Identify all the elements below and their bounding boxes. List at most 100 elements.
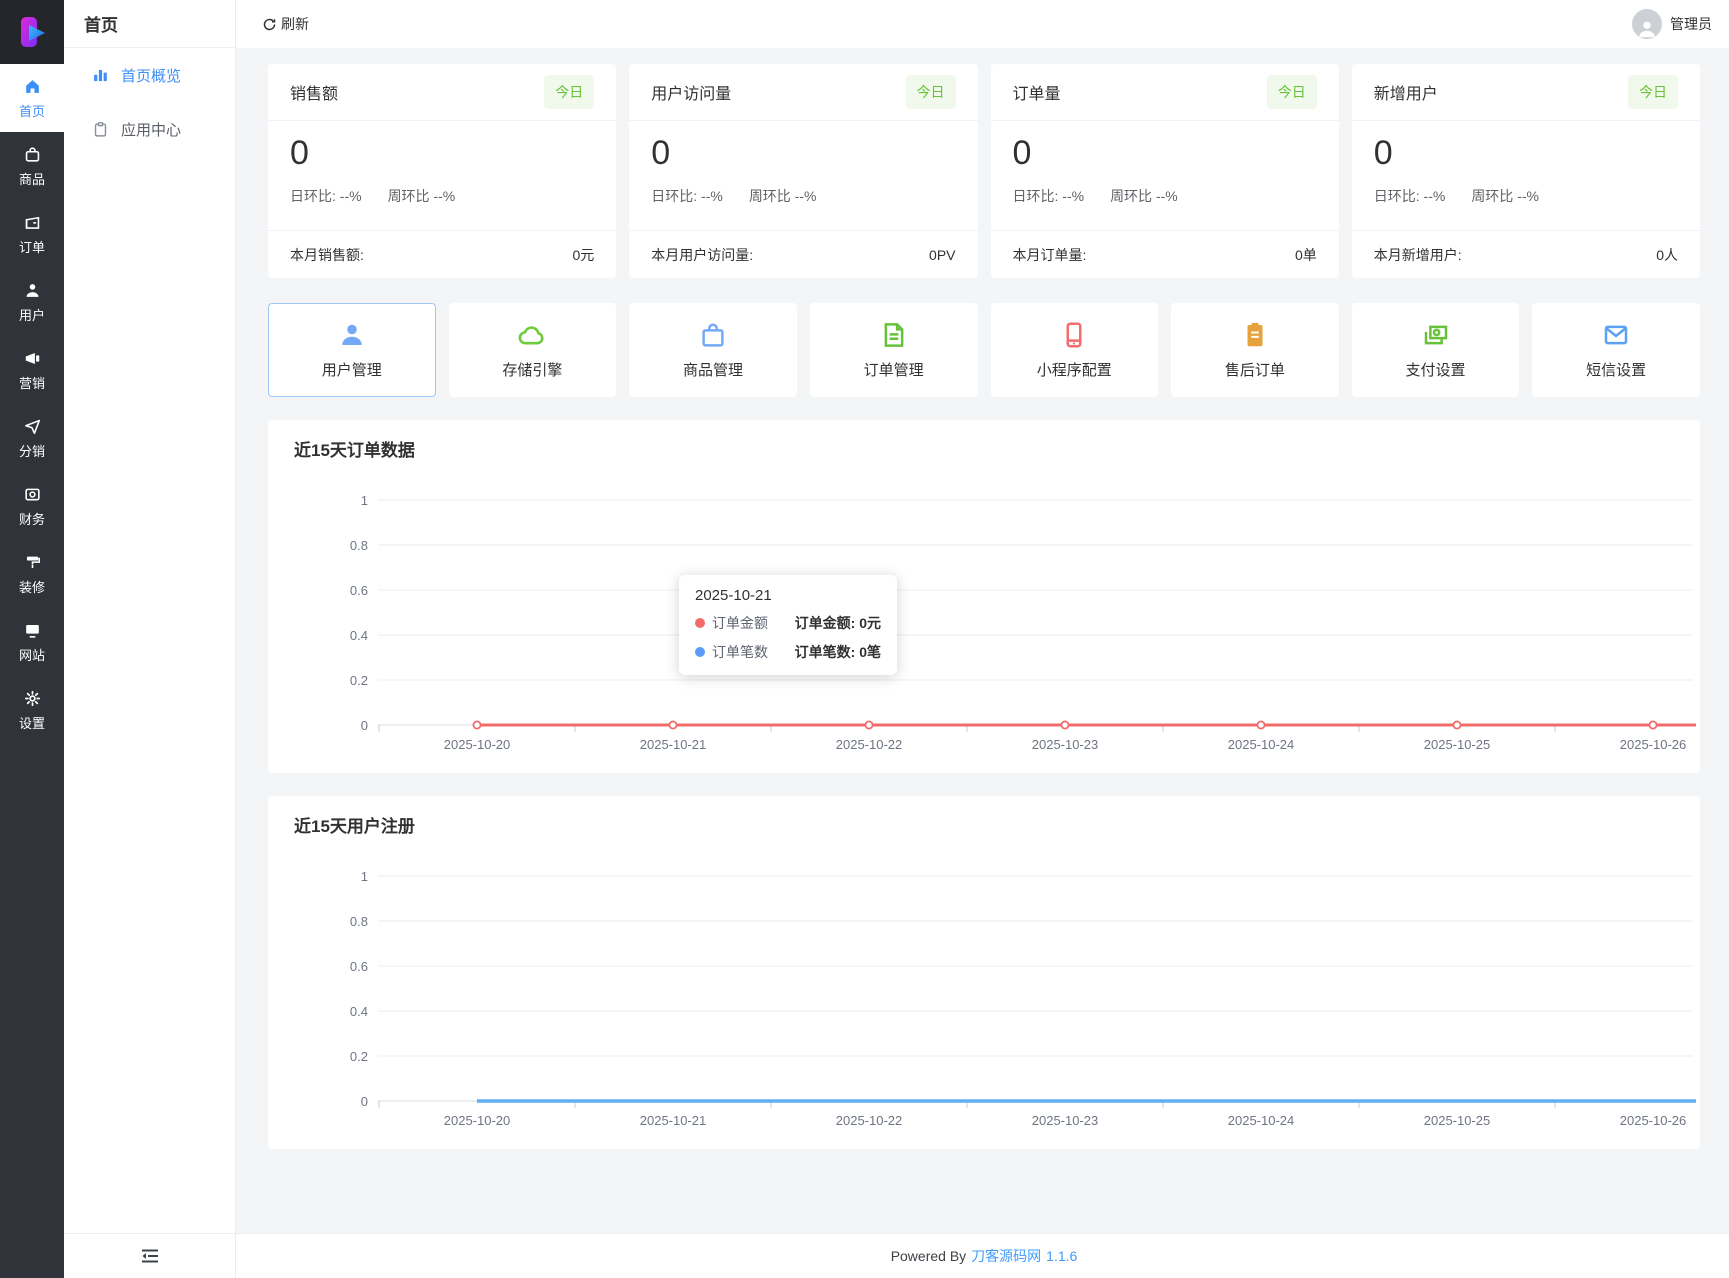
submenu-title: 首页 [64, 0, 235, 48]
rail-item-marketing[interactable]: 营销 [0, 336, 64, 404]
decoration-icon [26, 556, 40, 568]
rail-item-label: 用户 [18, 307, 45, 323]
brand-link[interactable]: 刀客源码网 [971, 1248, 1042, 1264]
month-value: 0元 [572, 246, 595, 263]
shortcut-miniprogram-config[interactable]: 小程序配置 [990, 303, 1159, 397]
rail-item-order[interactable]: 订单 [0, 200, 64, 268]
chart-tooltip: 2025-10-21 订单金额 订单金额: 0元 订单笔数 订单笔数: 0笔 [679, 575, 897, 675]
svg-text:0.2: 0.2 [350, 673, 368, 688]
day-ratio: 日环比: --% [1012, 188, 1085, 204]
chart-title: 近15天用户注册 [294, 817, 415, 836]
registrations-line-chart[interactable]: 1 0.8 0.6 0.4 0.2 0 2025-10-20 2025-10-2… [268, 845, 1700, 1145]
svg-text:2025-10-21: 2025-10-21 [640, 737, 707, 752]
app-center-icon [94, 121, 107, 137]
shortcut-goods-manage[interactable]: 商品管理 [629, 303, 797, 397]
today-badge: 今日 [544, 75, 595, 109]
rail-item-label: 分销 [18, 443, 45, 459]
stat-card-visits: 用户访问量 今日 0 日环比: --% 周环比 --% 本月用户访问量: 0PV [629, 64, 978, 278]
red-series-dot-icon [695, 618, 705, 628]
svg-text:2025-10-26: 2025-10-26 [1620, 737, 1687, 752]
today-badge: 今日 [905, 75, 956, 109]
svg-text:2025-10-23: 2025-10-23 [1032, 737, 1099, 752]
month-label: 本月新增用户: [1373, 246, 1462, 263]
shortcut-aftersale-orders[interactable]: 售后订单 [1171, 303, 1339, 397]
user-menu[interactable]: 管理员 [1632, 9, 1712, 39]
month-label: 本月订单量: [1012, 246, 1087, 263]
submenu-item-overview[interactable]: 首页概览 [64, 48, 235, 102]
refresh-label: 刷新 [281, 16, 309, 32]
order-doc-icon [884, 323, 904, 347]
shortcut-label: 售后订单 [1224, 362, 1285, 379]
svg-text:2025-10-21: 2025-10-21 [640, 1113, 707, 1128]
stat-value: 0 [1373, 134, 1393, 172]
rail-item-label: 财务 [18, 511, 45, 527]
rail-item-home[interactable]: 首页 [0, 64, 64, 132]
rail-item-website[interactable]: 网站 [0, 608, 64, 676]
rail-item-goods[interactable]: 商品 [0, 132, 64, 200]
svg-text:0.2: 0.2 [350, 1049, 368, 1064]
svg-text:0.6: 0.6 [350, 583, 368, 598]
rail-item-user[interactable]: 用户 [0, 268, 64, 336]
shortcut-label: 短信设置 [1586, 362, 1647, 379]
tooltip-date: 2025-10-21 [695, 587, 772, 604]
submenu-item-label: 应用中心 [121, 121, 182, 139]
x-axis-labels: 2025-10-20 2025-10-21 2025-10-22 2025-10… [444, 737, 1687, 752]
orders-line-chart[interactable]: 1 0.8 0.6 0.4 0.2 0 2025-10-20 2025-10-2… [268, 469, 1700, 769]
rail-item-decoration[interactable]: 装修 [0, 540, 64, 608]
x-axis-labels: 2025-10-20 2025-10-21 2025-10-22 2025-10… [444, 1113, 1687, 1128]
stat-title: 新增用户 [1373, 86, 1438, 103]
avatar [1632, 9, 1662, 39]
shortcut-user-manage[interactable]: 用户管理 [268, 303, 436, 397]
svg-text:0.8: 0.8 [350, 914, 368, 929]
svg-text:0: 0 [361, 718, 368, 733]
blue-series-dot-icon [695, 647, 705, 657]
today-badge: 今日 [1266, 75, 1317, 109]
month-label: 本月用户访问量: [651, 246, 754, 263]
svg-text:2025-10-20: 2025-10-20 [444, 1113, 511, 1128]
shortcut-payment-settings[interactable]: 支付设置 [1351, 303, 1520, 397]
svg-text:1: 1 [361, 869, 368, 884]
tooltip-series-value: 订单笔数: 0笔 [794, 644, 881, 660]
dashboard-content: 销售额 今日 0 日环比: --% 周环比 --% 本月销售额: 0元 [236, 48, 1729, 1233]
stat-value: 0 [290, 134, 309, 172]
tooltip-series-name: 订单金额 [712, 615, 768, 631]
collapse-sidebar-button[interactable] [64, 1233, 235, 1278]
svg-text:2025-10-25: 2025-10-25 [1424, 1113, 1491, 1128]
shortcut-label: 支付设置 [1405, 362, 1466, 379]
svg-text:0.4: 0.4 [350, 628, 368, 643]
refresh-button[interactable]: 刷新 [262, 14, 309, 34]
shortcut-sms-settings[interactable]: 短信设置 [1532, 303, 1700, 397]
tooltip-series-name: 订单笔数 [712, 644, 768, 660]
app-logo[interactable] [0, 0, 64, 64]
submenu-item-app-center[interactable]: 应用中心 [64, 102, 235, 156]
home-icon [25, 79, 39, 93]
shortcut-label: 小程序配置 [1036, 362, 1112, 379]
svg-text:0: 0 [361, 1094, 368, 1109]
orders-chart-card: 近15天订单数据 [268, 420, 1700, 773]
rail-item-settings[interactable]: 设置 [0, 676, 64, 744]
rail-item-label: 订单 [18, 239, 45, 255]
stat-card-new-users: 新增用户 今日 0 日环比: --% 周环比 --% 本月新增用户: 0人 [1351, 64, 1700, 278]
avatar-person-icon [1639, 21, 1655, 38]
day-ratio: 日环比: --% [290, 188, 362, 204]
stat-value: 0 [651, 134, 671, 172]
submenu-panel: 首页 首页概览 应用中心 [64, 0, 236, 1278]
bar-chart-icon [94, 69, 107, 81]
shortcut-order-manage[interactable]: 订单管理 [809, 303, 978, 397]
tooltip-row: 订单金额 订单金额: 0元 [695, 613, 881, 633]
chart-title: 近15天订单数据 [294, 441, 415, 460]
y-axis-labels: 1 0.8 0.6 0.4 0.2 0 [350, 493, 368, 733]
rail-item-finance[interactable]: 财务 [0, 472, 64, 540]
stat-title: 销售额 [290, 86, 339, 103]
miniprogram-phone-icon [1066, 322, 1082, 348]
shortcut-storage-engine[interactable]: 存储引擎 [448, 303, 617, 397]
finance-icon [24, 488, 40, 500]
rail-item-label: 首页 [18, 103, 45, 119]
month-label: 本月销售额: [290, 246, 364, 263]
month-value: 0单 [1294, 246, 1317, 263]
svg-text:2025-10-22: 2025-10-22 [836, 1113, 903, 1128]
rail-item-distribution[interactable]: 分销 [0, 404, 64, 472]
shortcut-label: 订单管理 [863, 362, 924, 379]
week-ratio: 周环比 --% [1110, 188, 1178, 204]
